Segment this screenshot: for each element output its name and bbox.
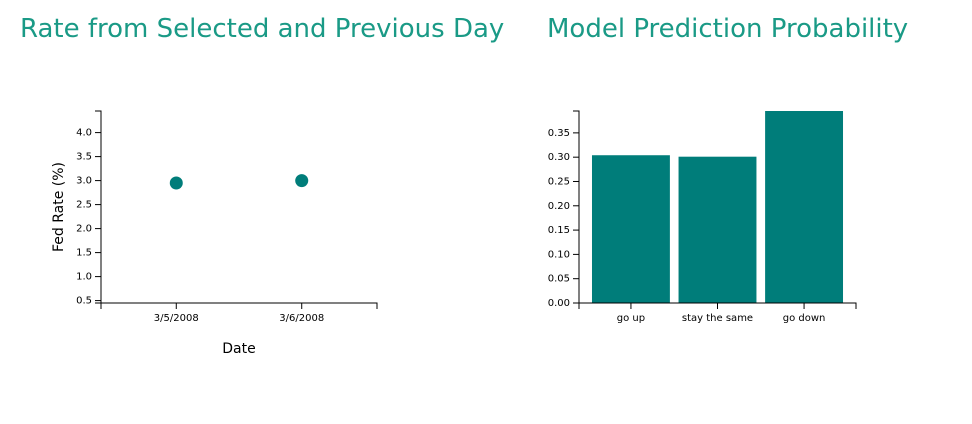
y-tick-label: 2.5 bbox=[76, 200, 92, 211]
y-tick-label: 0.05 bbox=[548, 274, 570, 285]
x-axis-line bbox=[100, 302, 378, 309]
rate-chart-panel: Rate from Selected and Previous Day 0.5 1… bbox=[20, 14, 504, 357]
y-tick-label: 0.25 bbox=[548, 176, 570, 187]
y-axis-label: Fed Rate (%) bbox=[51, 162, 67, 252]
y-tick-label: 0.35 bbox=[548, 128, 570, 139]
y-tick-label: 2.0 bbox=[76, 224, 92, 235]
x-tick-label: stay the same bbox=[682, 313, 753, 324]
rate-scatter-chart: 0.5 1.0 1.5 2.0 2.5 3.0 3.5 4.0 3/5/2008 3/6/2008… bbox=[51, 110, 378, 357]
x-tick-label: go down bbox=[783, 313, 826, 324]
probability-bar bbox=[678, 156, 757, 303]
probability-bar bbox=[765, 111, 844, 303]
x-tick-label: 3/6/2008 bbox=[279, 313, 324, 324]
y-tick-label: 0.30 bbox=[548, 152, 570, 163]
x-axis-label: Date bbox=[222, 341, 255, 357]
rate-chart-title: Rate from Selected and Previous Day bbox=[20, 14, 505, 44]
y-tick-label: 0.15 bbox=[548, 225, 570, 236]
y-tick-label: 0.10 bbox=[548, 249, 570, 260]
rate-point bbox=[295, 174, 309, 188]
x-tick-label: go up bbox=[617, 313, 645, 324]
y-tick-label: 3.0 bbox=[76, 176, 92, 187]
prediction-chart-title: Model Prediction Probability bbox=[547, 14, 909, 44]
prediction-bar-chart: 0.00 0.05 0.10 0.15 0.20 0.25 0.30 0.35 go up sta… bbox=[548, 110, 857, 324]
y-axis-line bbox=[95, 110, 102, 304]
probability-bar bbox=[591, 155, 670, 303]
y-tick-label: 3.5 bbox=[76, 152, 92, 163]
y-tick-label: 0.00 bbox=[548, 298, 570, 309]
x-tick-label: 3/5/2008 bbox=[154, 313, 199, 324]
y-axis-line bbox=[573, 110, 580, 304]
rate-point bbox=[169, 176, 183, 190]
y-tick-label: 0.20 bbox=[548, 201, 570, 212]
x-axis-line bbox=[578, 302, 857, 309]
prediction-chart-panel: Model Prediction Probability 0.00 0.05 0.1… bbox=[527, 0, 972, 424]
y-tick-label: 1.0 bbox=[76, 272, 92, 283]
y-tick-label: 1.5 bbox=[76, 248, 92, 259]
y-tick-label: 4.0 bbox=[76, 128, 92, 139]
y-tick-label: 0.5 bbox=[76, 296, 92, 307]
